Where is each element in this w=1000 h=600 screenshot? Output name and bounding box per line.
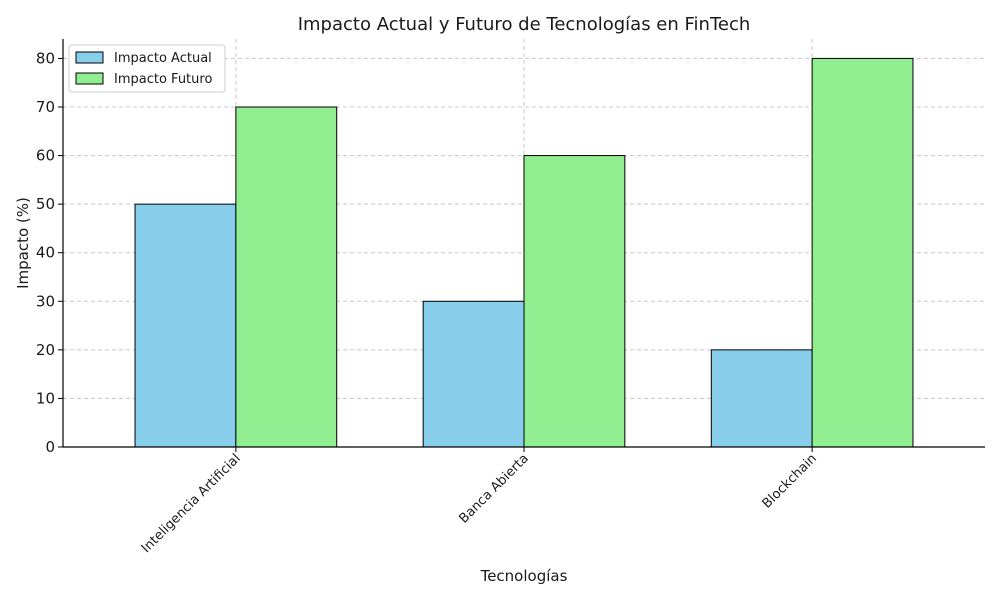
bar-impacto-actual — [422, 300, 525, 448]
legend: Impacto Actual Impacto Futuro — [68, 44, 226, 93]
y-tick-label: 20 — [36, 341, 55, 359]
x-ticks: Inteligencia Artificial Banca Abierta Bloc… — [139, 447, 820, 556]
legend-frame — [68, 44, 226, 93]
y-tick-label: 30 — [36, 292, 55, 310]
x-tick-label: Blockchain — [760, 451, 820, 511]
bar-impacto-futuro — [235, 106, 338, 448]
y-tick-label: 10 — [36, 389, 55, 407]
y-tick-label: 60 — [36, 147, 55, 165]
bar-impacto-futuro — [811, 57, 914, 448]
legend-swatch — [75, 51, 104, 64]
x-tick-label: Inteligencia Artificial — [139, 451, 244, 556]
y-tick-label: 70 — [36, 98, 55, 116]
y-tick-label: 40 — [36, 244, 55, 262]
y-tick-label: 80 — [36, 49, 55, 67]
bar-impacto-actual — [134, 203, 237, 448]
bar-impacto-futuro — [523, 155, 626, 448]
x-axis-label: Tecnologías — [480, 567, 568, 585]
legend-label: Impacto Futuro — [114, 72, 212, 87]
bar-impacto-actual — [710, 349, 813, 448]
legend-label: Impacto Actual — [114, 51, 212, 66]
y-tick-label: 0 — [45, 438, 55, 456]
bars — [134, 57, 914, 448]
chart-title: Impacto Actual y Futuro de Tecnologías e… — [298, 14, 751, 35]
y-tick-label: 50 — [36, 195, 55, 213]
legend-swatch — [75, 72, 104, 85]
x-tick-label: Banca Abierta — [456, 451, 531, 526]
y-axis-label: Impacto (%) — [14, 197, 32, 289]
y-ticks: 0 10 20 30 40 50 60 70 80 — [36, 49, 63, 456]
